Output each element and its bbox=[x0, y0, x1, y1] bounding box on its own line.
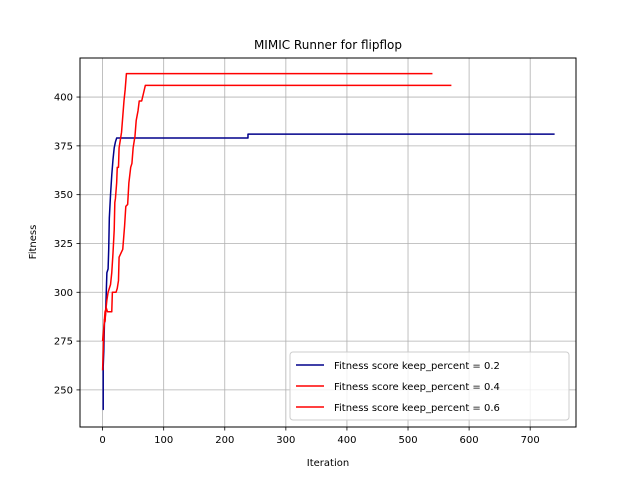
x-tick-label-2: 200 bbox=[215, 435, 234, 446]
x-tick-label-1: 100 bbox=[154, 435, 173, 446]
grid-lines bbox=[80, 58, 576, 427]
series-lines bbox=[101, 72, 555, 411]
y-tick-label-0: 250 bbox=[54, 385, 73, 396]
x-axis-label: Iteration bbox=[307, 458, 349, 469]
legend-label-1: Fitness score keep_percent = 0.4 bbox=[334, 382, 500, 393]
y-tick-label-6: 400 bbox=[54, 93, 73, 104]
x-tick-label-0: 0 bbox=[99, 435, 105, 446]
x-tick-label-7: 700 bbox=[521, 435, 540, 446]
y-tick-label-2: 300 bbox=[54, 288, 73, 299]
y-tick-label-5: 375 bbox=[54, 141, 73, 152]
y-axis-label: Fitness bbox=[28, 225, 39, 260]
x-tick-label-5: 500 bbox=[398, 435, 417, 446]
legend-box bbox=[289, 351, 570, 421]
y-tick-label-1: 275 bbox=[54, 337, 73, 348]
x-axis: 0 100 200 300 400 500 600 700 bbox=[99, 427, 540, 446]
legend: Fitness score keep_percent = 0.2 Fitness… bbox=[289, 351, 570, 421]
y-tick-label-4: 350 bbox=[54, 190, 73, 201]
legend-label-0: Fitness score keep_percent = 0.2 bbox=[334, 361, 500, 372]
legend-label-2: Fitness score keep_percent = 0.6 bbox=[334, 403, 500, 414]
series-line-1 bbox=[101, 72, 433, 371]
series-line-2 bbox=[101, 84, 452, 342]
y-axis: 250 275 300 325 350 375 400 bbox=[54, 93, 80, 396]
x-tick-label-6: 600 bbox=[460, 435, 479, 446]
x-tick-label-3: 300 bbox=[276, 435, 295, 446]
x-tick-label-4: 400 bbox=[337, 435, 356, 446]
y-tick-label-3: 325 bbox=[54, 239, 73, 250]
plot-frame bbox=[79, 57, 577, 428]
chart-title: MIMIC Runner for flipflop bbox=[254, 38, 402, 52]
